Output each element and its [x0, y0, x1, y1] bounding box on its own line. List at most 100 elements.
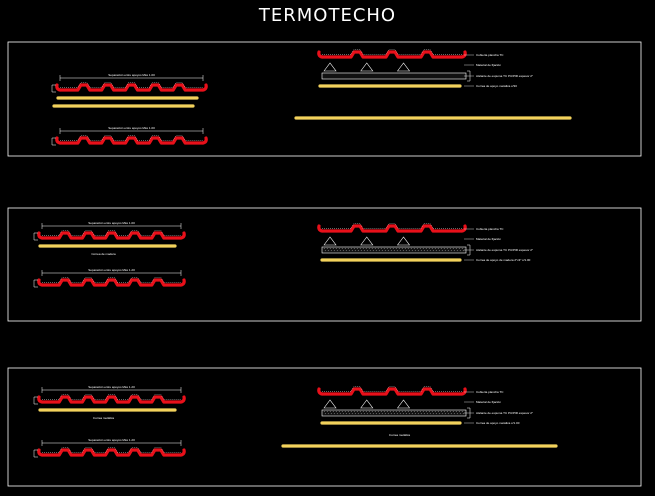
detail-panel-3: Separación entre apoyos Máx 1.20 Correa m…: [7, 367, 642, 487]
section-b: Separación entre apoyos Máx 1.20: [33, 268, 186, 288]
section-b: Separación entre apoyos Máx 1.20: [33, 438, 186, 458]
panel-0-label-3: Aislante de espuma TC PU/PIR espesor 2": [476, 74, 533, 78]
panel-2-insulation-hatch: [350, 410, 354, 416]
panel-1-insulation-hatch: [461, 247, 465, 253]
panel-2-insulation-hatch: [362, 410, 366, 416]
panel-0-corrugated-sheet: [320, 50, 464, 59]
panel-1-insulation-layer: [321, 246, 467, 254]
panel-1-insulation-hatch: [383, 247, 387, 253]
panel-2-insulation-hatch: [440, 410, 444, 416]
panel-1-insulation-hatch: [401, 247, 405, 253]
section-a: Separación entre apoyos Máx 1.20 Correa m…: [33, 385, 186, 420]
panel-1-detail: Cubierta plancha TC Material de fijación A…: [317, 223, 533, 262]
panel-0-label-2: Material de fijación: [476, 63, 501, 67]
panel-2-insulation-hatch: [410, 410, 414, 416]
panel-2-insulation-hatch: [407, 410, 411, 416]
panel-1-insulation-hatch: [347, 247, 351, 253]
panel-2: Cubierta plancha TC Material de fijación A…: [317, 386, 533, 425]
panel-frame: [7, 367, 642, 487]
panel-1-insulation-hatch: [359, 247, 363, 253]
section-a: Separación entre apoyos Máx 1.00 Correa d…: [33, 221, 186, 256]
panel-0-fixing-clip: [323, 62, 337, 72]
panel-2-insulation-hatch: [368, 410, 372, 416]
section-b: Separación entre apoyos Máx 1.20: [33, 438, 186, 458]
panel-1-insulation-hatch: [428, 247, 432, 253]
detail-panel-2: Separación entre apoyos Máx 1.00 Correa d…: [7, 207, 642, 322]
panel-1-insulation-hatch: [338, 247, 342, 253]
panel-2-insulation-hatch: [356, 410, 360, 416]
panel-2-insulation-hatch: [395, 410, 399, 416]
panel-1-insulation-hatch: [362, 247, 366, 253]
panel-2-insulation-hatch: [452, 410, 456, 416]
panel-0-corrugated-sheet-hook-left: [317, 50, 324, 59]
panel-1-insulation-hatch: [377, 247, 381, 253]
panel-2-insulation-hatch: [398, 410, 402, 416]
section-b-corrugated-sheet-hook-left: [37, 448, 44, 457]
section-b: Separación entre apoyos Máx 1.00: [51, 126, 208, 146]
section-b-corrugated-sheet-hook-right: [201, 136, 208, 145]
panel-1-insulation-hatch: [422, 247, 426, 253]
panel-2-insulation-hatch: [335, 410, 339, 416]
panel-1-insulation-hatch: [350, 247, 354, 253]
panel-1-insulation-hatch: [413, 247, 417, 253]
section-a-corrugated-sheet-hook-left: [55, 83, 62, 92]
panel-1-insulation-hatch: [344, 247, 348, 253]
panel-2-insulation-hatch: [419, 410, 423, 416]
panel-2-fixing-clip: [360, 399, 374, 409]
section-b-corrugated-sheet-hook-left: [55, 136, 62, 145]
panel-1-corrugated-sheet-edge: [322, 223, 462, 229]
panel-1-insulation-hatch: [443, 247, 447, 253]
panel-1-corrugated-sheet-hook-right: [460, 224, 467, 233]
section-a-end-bracket: [33, 232, 38, 241]
section-a-caption: Correa metálica: [93, 416, 115, 420]
section-a: Separación entre apoyos Máx 1.20 Correa m…: [33, 385, 186, 420]
panel-2-insulation-hatch: [377, 410, 381, 416]
panel-2-insulation-hatch: [425, 410, 429, 416]
section-b-corrugated-sheet-edge: [60, 135, 203, 141]
panel-1-insulation-hatch: [353, 247, 357, 253]
section-b-corrugated-sheet: [58, 136, 205, 145]
section-b-dimension-label: Separación entre apoyos Máx 1.20: [88, 438, 135, 442]
panel-0-insulation-layer: [321, 72, 467, 80]
panel-1-label-3: Aislante de espuma TC PU/PIR espesor 2": [476, 248, 533, 252]
panel-2-insulation-hatch: [413, 410, 417, 416]
panel-2-insulation-hatch: [380, 410, 384, 416]
panel-1-insulation-hatch: [341, 247, 345, 253]
panel-2-thickness-bracket: [467, 407, 471, 419]
panel-1-fixing-clip: [360, 236, 374, 246]
section-b-end-bracket: [51, 137, 56, 146]
panel-1-corrugated-sheet: [320, 224, 464, 233]
section-b-corrugated-sheet-hook-left: [37, 278, 44, 287]
panel-0-corrugated-sheet-edge: [322, 49, 462, 55]
panel-1-insulation-hatch: [410, 247, 414, 253]
panel-frame: [7, 41, 642, 157]
panel-2-insulation-hatch: [323, 410, 327, 416]
panel-1-insulation-hatch: [374, 247, 378, 253]
panel-2-insulation-hatch: [329, 410, 333, 416]
section-b-corrugated-sheet: [40, 448, 183, 457]
panel-1-insulation-hatch: [449, 247, 453, 253]
section-a-corrugated-sheet-edge: [60, 82, 203, 88]
panel-2-insulation-hatch: [353, 410, 357, 416]
panel-0-fixing-clip: [396, 62, 411, 72]
panel-1-insulation-hatch: [329, 247, 333, 253]
panel-1-insulation-hatch: [395, 247, 399, 253]
section-a-corrugated-sheet-hook-left: [37, 231, 44, 240]
panel-1-insulation-hatch: [458, 247, 462, 253]
section-a-corrugated-sheet: [40, 231, 183, 240]
panel-1-insulation-hatch: [455, 247, 459, 253]
panel-1-insulation-hatch: [368, 247, 372, 253]
section-b-corrugated-sheet-hook-right: [179, 278, 186, 287]
panel-1-fixing-clip: [323, 236, 337, 246]
panel-2-insulation-hatch: [401, 410, 405, 416]
panel-2-insulation-hatch: [365, 410, 369, 416]
panel-1-fixing-clip: [396, 236, 411, 246]
panel-0-label-4: Correa de apoyo metálica c/30: [476, 84, 517, 88]
panel-2-corrugated-sheet-hook-left: [317, 387, 324, 396]
panel-2-insulation-hatch: [458, 410, 462, 416]
panel-1-insulation-hatch: [389, 247, 393, 253]
section-b: Separación entre apoyos Máx 1.00: [51, 126, 208, 146]
